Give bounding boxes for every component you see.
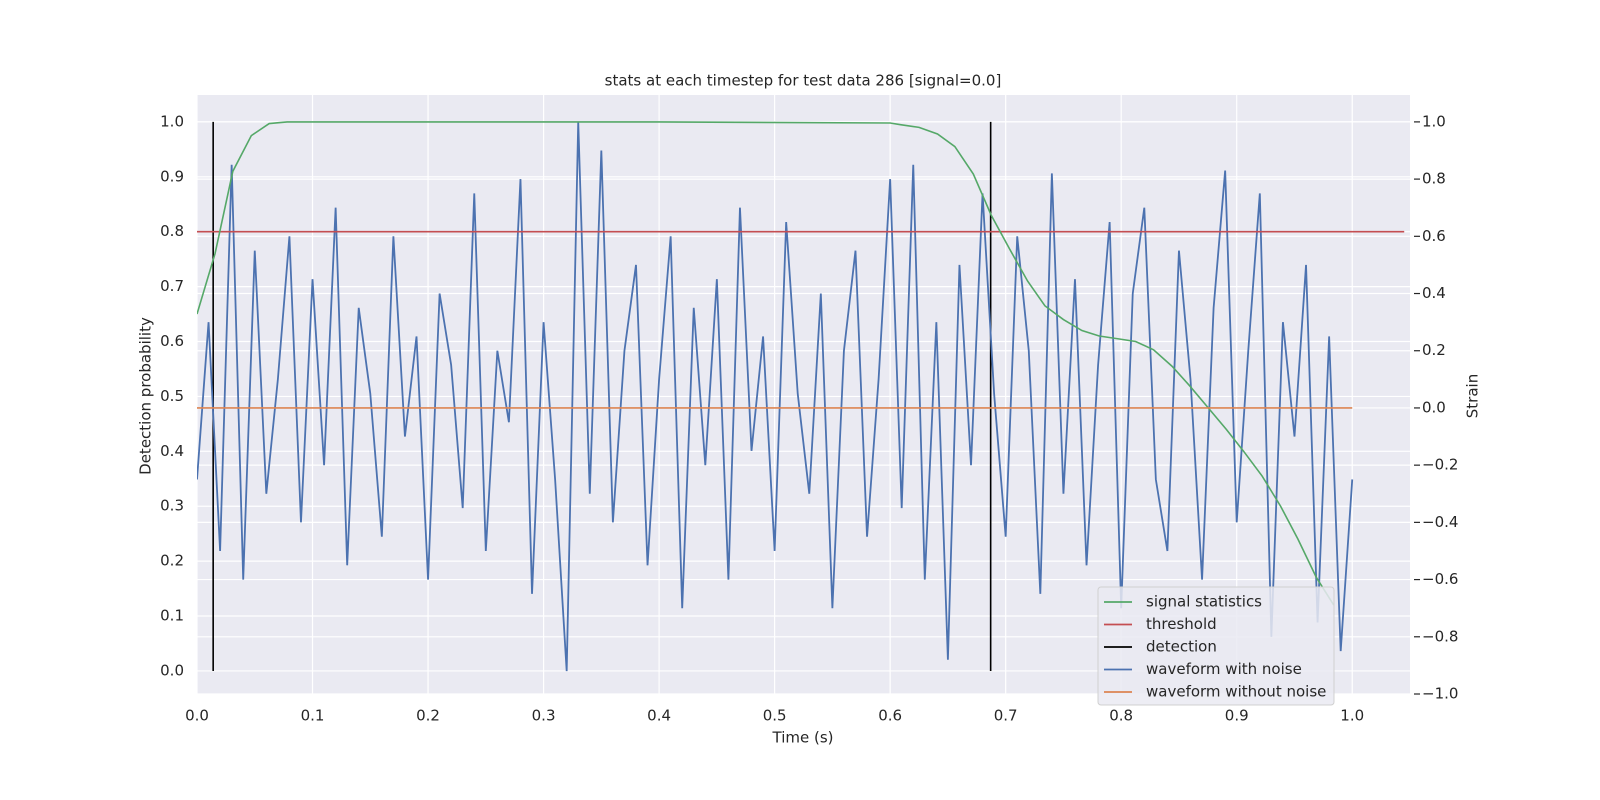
legend-label: waveform without noise (1146, 683, 1326, 701)
y-tick-label: 0.7 (160, 277, 184, 295)
x-tick-label: 0.6 (878, 707, 902, 725)
chart-title: stats at each timestep for test data 286… (605, 72, 1002, 90)
plot-lines (197, 121, 1405, 672)
x-tick-label: 0.3 (532, 707, 556, 725)
x-tick-label: 1.0 (1340, 707, 1364, 725)
x-tick-label: 0.8 (1109, 707, 1133, 725)
y-tick-label: 0.9 (160, 167, 184, 185)
y-tick-label: 0.6 (160, 332, 184, 350)
series-line (197, 121, 1354, 672)
x-tick-label: 0.7 (994, 707, 1018, 725)
y-tick-label: 0.8 (160, 222, 184, 240)
y2-tick-label: 0.4 (1422, 284, 1446, 302)
y-tick-label: 0.1 (160, 607, 184, 625)
x-tick-label: 0.4 (647, 707, 671, 725)
y-axis-label: Detection probability (137, 317, 155, 475)
y2-axis-label: Strain (1464, 374, 1482, 418)
legend-label: threshold (1146, 615, 1217, 633)
x-tick-label: 0.9 (1225, 707, 1249, 725)
y-tick-label: 0.3 (160, 497, 184, 515)
y2-tick-label: 0.2 (1422, 341, 1446, 359)
legend-frame (1097, 586, 1335, 706)
x-axis-label: Time (s) (772, 729, 834, 747)
x-tick-label: 0.0 (185, 707, 209, 725)
y2-tick-label: −0.8 (1422, 627, 1458, 645)
y2-tick-label: −0.4 (1422, 513, 1458, 531)
y2-tick-label: −1.0 (1422, 685, 1458, 703)
y-tick-label: 0.0 (160, 661, 184, 679)
y-tick-label: 0.4 (160, 442, 184, 460)
y2-tick-label: 0.0 (1422, 398, 1446, 416)
y2-tick-label: −0.6 (1422, 570, 1458, 588)
legend-label: waveform with noise (1146, 660, 1302, 678)
x-tick-label: 0.5 (763, 707, 787, 725)
y2-tick-label: 0.8 (1422, 170, 1446, 188)
x-tick-label: 0.2 (416, 707, 440, 725)
legend-label: detection (1146, 638, 1217, 656)
y2-tick-label: 1.0 (1422, 112, 1446, 130)
legend-label: signal statistics (1146, 593, 1262, 611)
y2-tick-label: −0.2 (1422, 456, 1458, 474)
y-tick-label: 0.2 (160, 552, 184, 570)
y2-tick-label: 0.6 (1422, 227, 1446, 245)
x-tick-label: 0.1 (301, 707, 325, 725)
y-tick-label: 0.5 (160, 387, 184, 405)
series-line (197, 121, 1335, 606)
y-tick-label: 1.0 (160, 112, 184, 130)
